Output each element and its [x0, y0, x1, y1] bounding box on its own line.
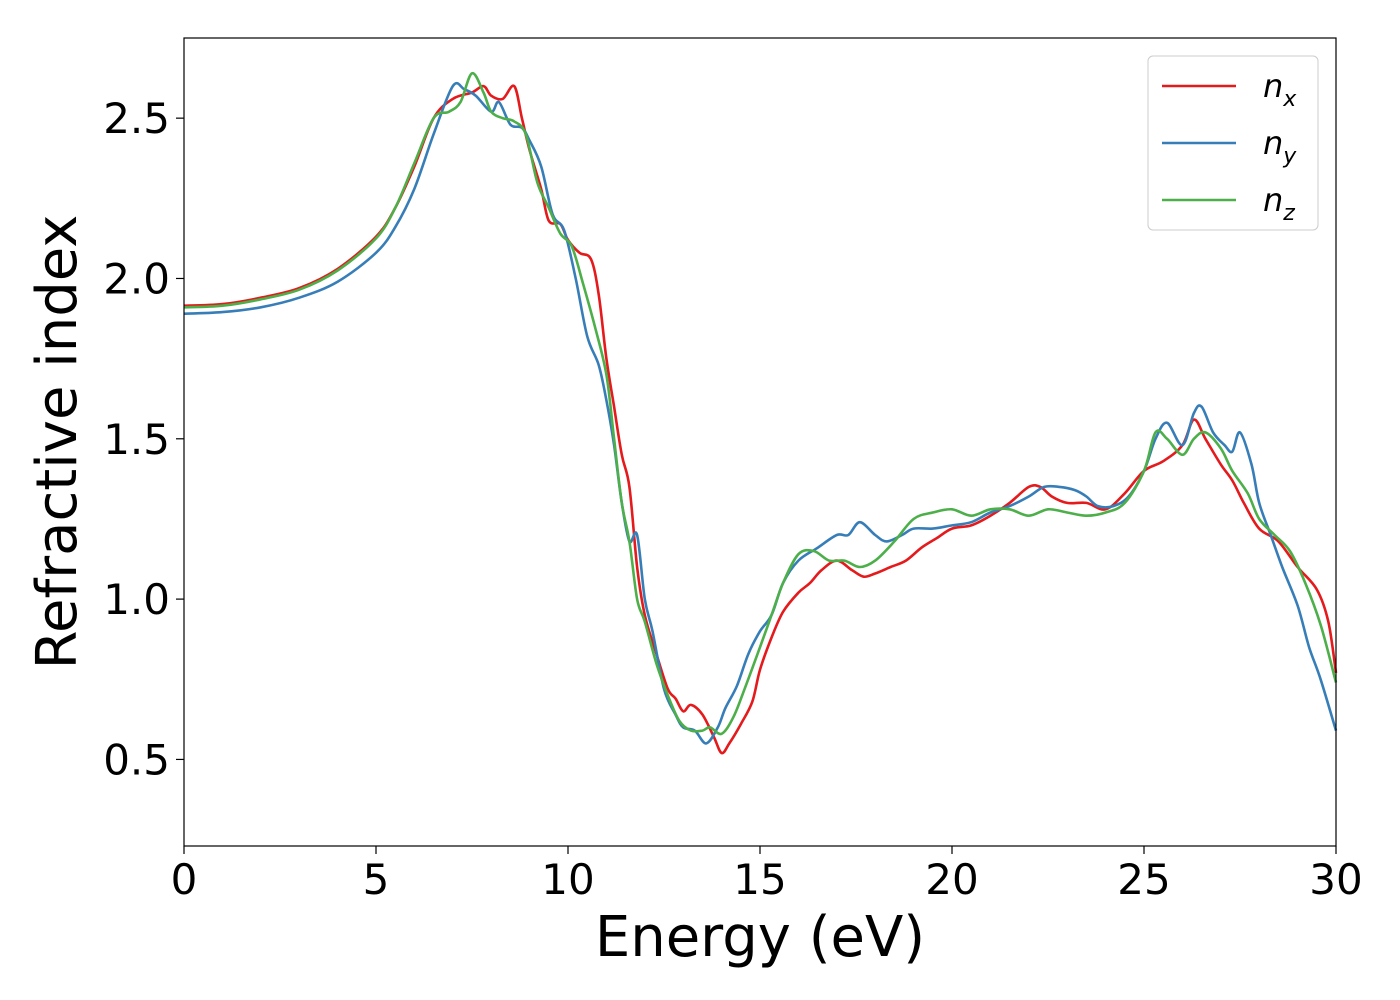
- y-tick-label: 1.0: [103, 575, 170, 624]
- y-tick-label: 1.5: [103, 415, 170, 464]
- x-axis-label: Energy (eV): [595, 905, 925, 970]
- x-tick-label: 10: [541, 855, 594, 904]
- y-tick-label: 0.5: [103, 735, 170, 784]
- x-tick-label: 25: [1117, 855, 1170, 904]
- x-tick-label: 0: [171, 855, 198, 904]
- series-layer: [183, 71, 1338, 755]
- legend: nx ny nz: [1147, 55, 1319, 231]
- y-tick-label: 2.5: [103, 94, 170, 143]
- x-axis-ticks: 0 5 10 15 20 25 30: [171, 846, 1363, 904]
- x-tick-label: 15: [733, 855, 786, 904]
- legend-label-n_z: nz: [1263, 181, 1295, 226]
- y-axis-ticks: 0.5 1.0 1.5 2.0 2.5: [103, 94, 184, 784]
- legend-items: nx ny nz: [1162, 67, 1297, 226]
- legend-label-n_y: ny: [1263, 124, 1297, 169]
- x-tick-label: 5: [363, 855, 390, 904]
- y-tick-label: 2.0: [103, 254, 170, 303]
- legend-label-n_x: nx: [1263, 67, 1297, 112]
- y-axis-label: Refractive index: [25, 215, 90, 670]
- series-line-n_z: [183, 71, 1338, 736]
- x-tick-label: 20: [925, 855, 978, 904]
- x-tick-label: 30: [1309, 855, 1362, 904]
